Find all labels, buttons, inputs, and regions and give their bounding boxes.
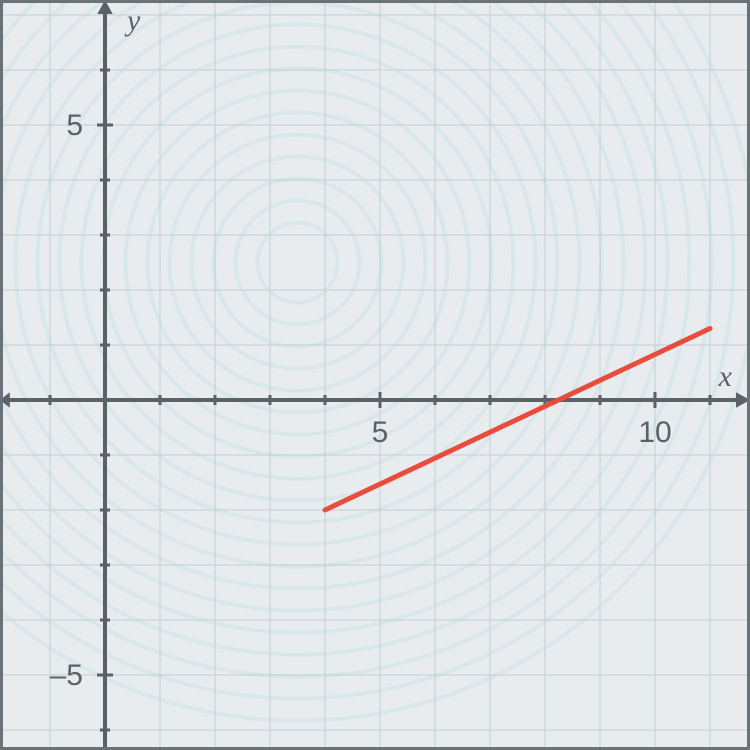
x-tick-label: 5 [372, 416, 389, 449]
chart-container: 5 10 5 –5 y x [0, 0, 750, 750]
y-tick-label: 5 [66, 109, 83, 142]
line-chart: 5 10 5 –5 y x [0, 0, 750, 750]
x-axis-label: x [718, 360, 733, 393]
y-tick-label: –5 [50, 659, 83, 692]
x-tick-label: 10 [638, 416, 671, 449]
y-axis-label: y [124, 4, 141, 37]
